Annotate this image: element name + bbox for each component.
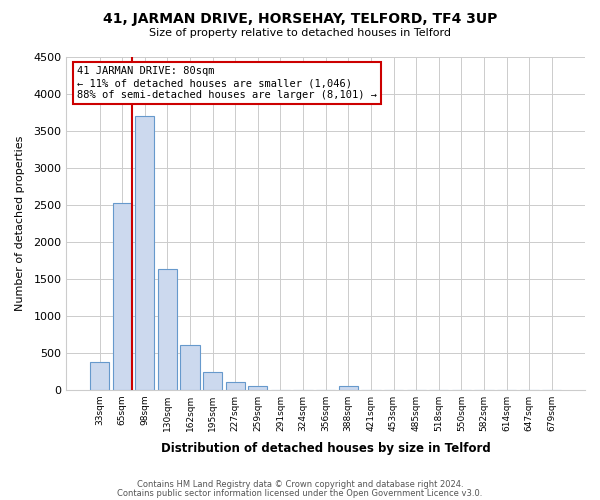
Bar [203, 372, 222, 390]
Bar [135, 116, 154, 390]
Bar [158, 269, 177, 390]
Text: 41, JARMAN DRIVE, HORSEHAY, TELFORD, TF4 3UP: 41, JARMAN DRIVE, HORSEHAY, TELFORD, TF4… [103, 12, 497, 26]
Text: Contains HM Land Registry data © Crown copyright and database right 2024.: Contains HM Land Registry data © Crown c… [137, 480, 463, 489]
Bar [90, 362, 109, 390]
Text: 41 JARMAN DRIVE: 80sqm
← 11% of detached houses are smaller (1,046)
88% of semi-: 41 JARMAN DRIVE: 80sqm ← 11% of detached… [77, 66, 377, 100]
Bar [226, 382, 245, 390]
Bar [248, 386, 268, 390]
Bar [181, 345, 200, 390]
Text: Size of property relative to detached houses in Telford: Size of property relative to detached ho… [149, 28, 451, 38]
Text: Contains public sector information licensed under the Open Government Licence v3: Contains public sector information licen… [118, 488, 482, 498]
X-axis label: Distribution of detached houses by size in Telford: Distribution of detached houses by size … [161, 442, 491, 455]
Bar [113, 203, 132, 390]
Y-axis label: Number of detached properties: Number of detached properties [15, 136, 25, 311]
Bar [338, 386, 358, 390]
